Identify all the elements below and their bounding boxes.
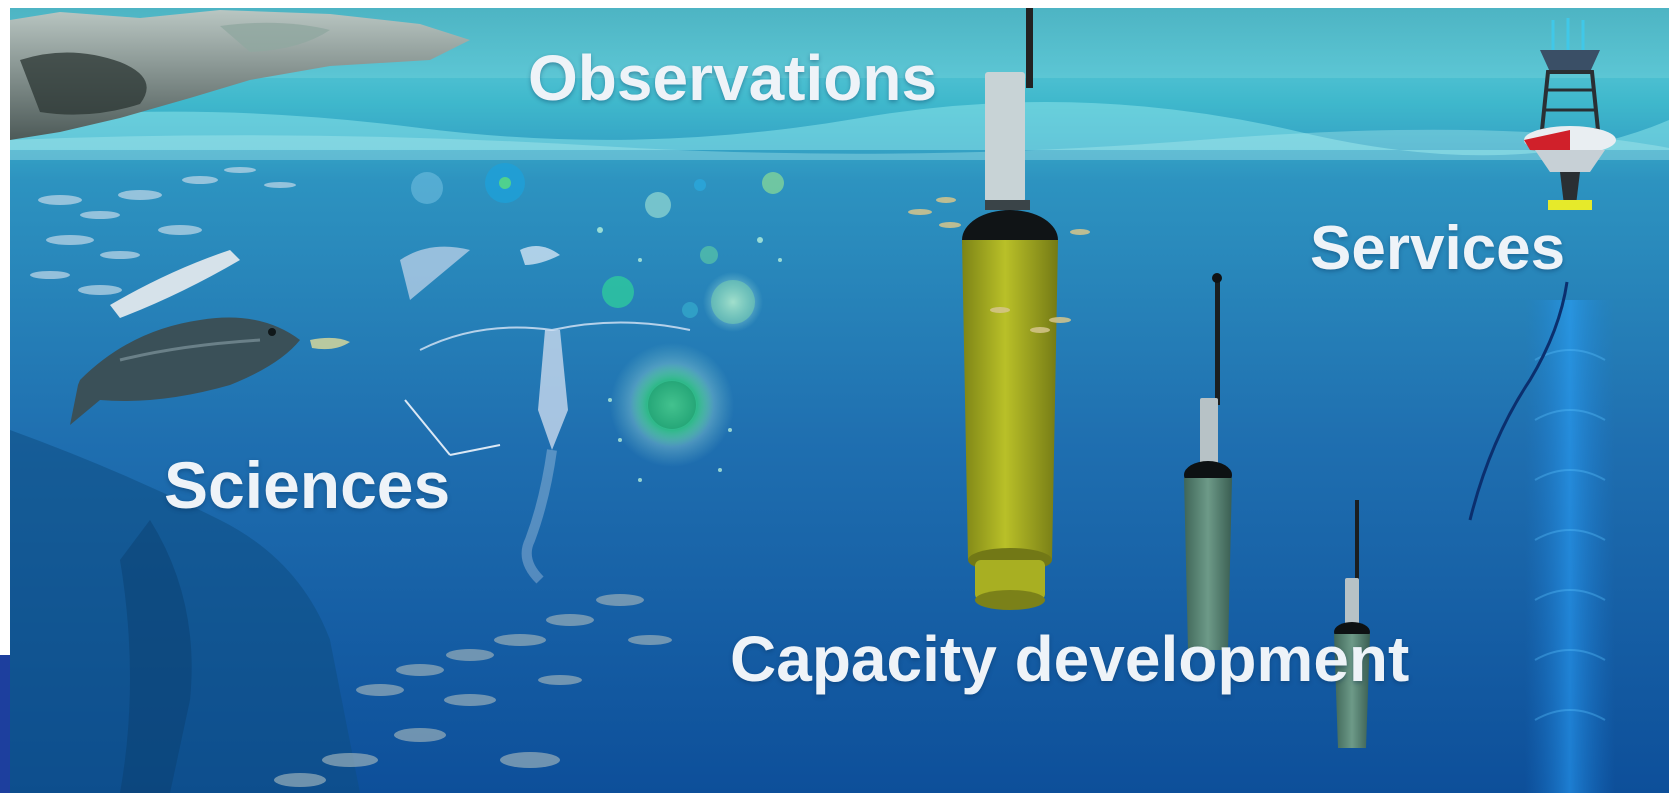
- services-caption: Services: [1310, 214, 1566, 283]
- capacity-development-caption: Capacity development: [730, 623, 1410, 695]
- sciences-caption: Sciences: [164, 448, 451, 522]
- observations-caption: Observations: [528, 42, 938, 114]
- buoy-icon: [1524, 18, 1616, 210]
- profiling-float-icon: [908, 8, 1090, 610]
